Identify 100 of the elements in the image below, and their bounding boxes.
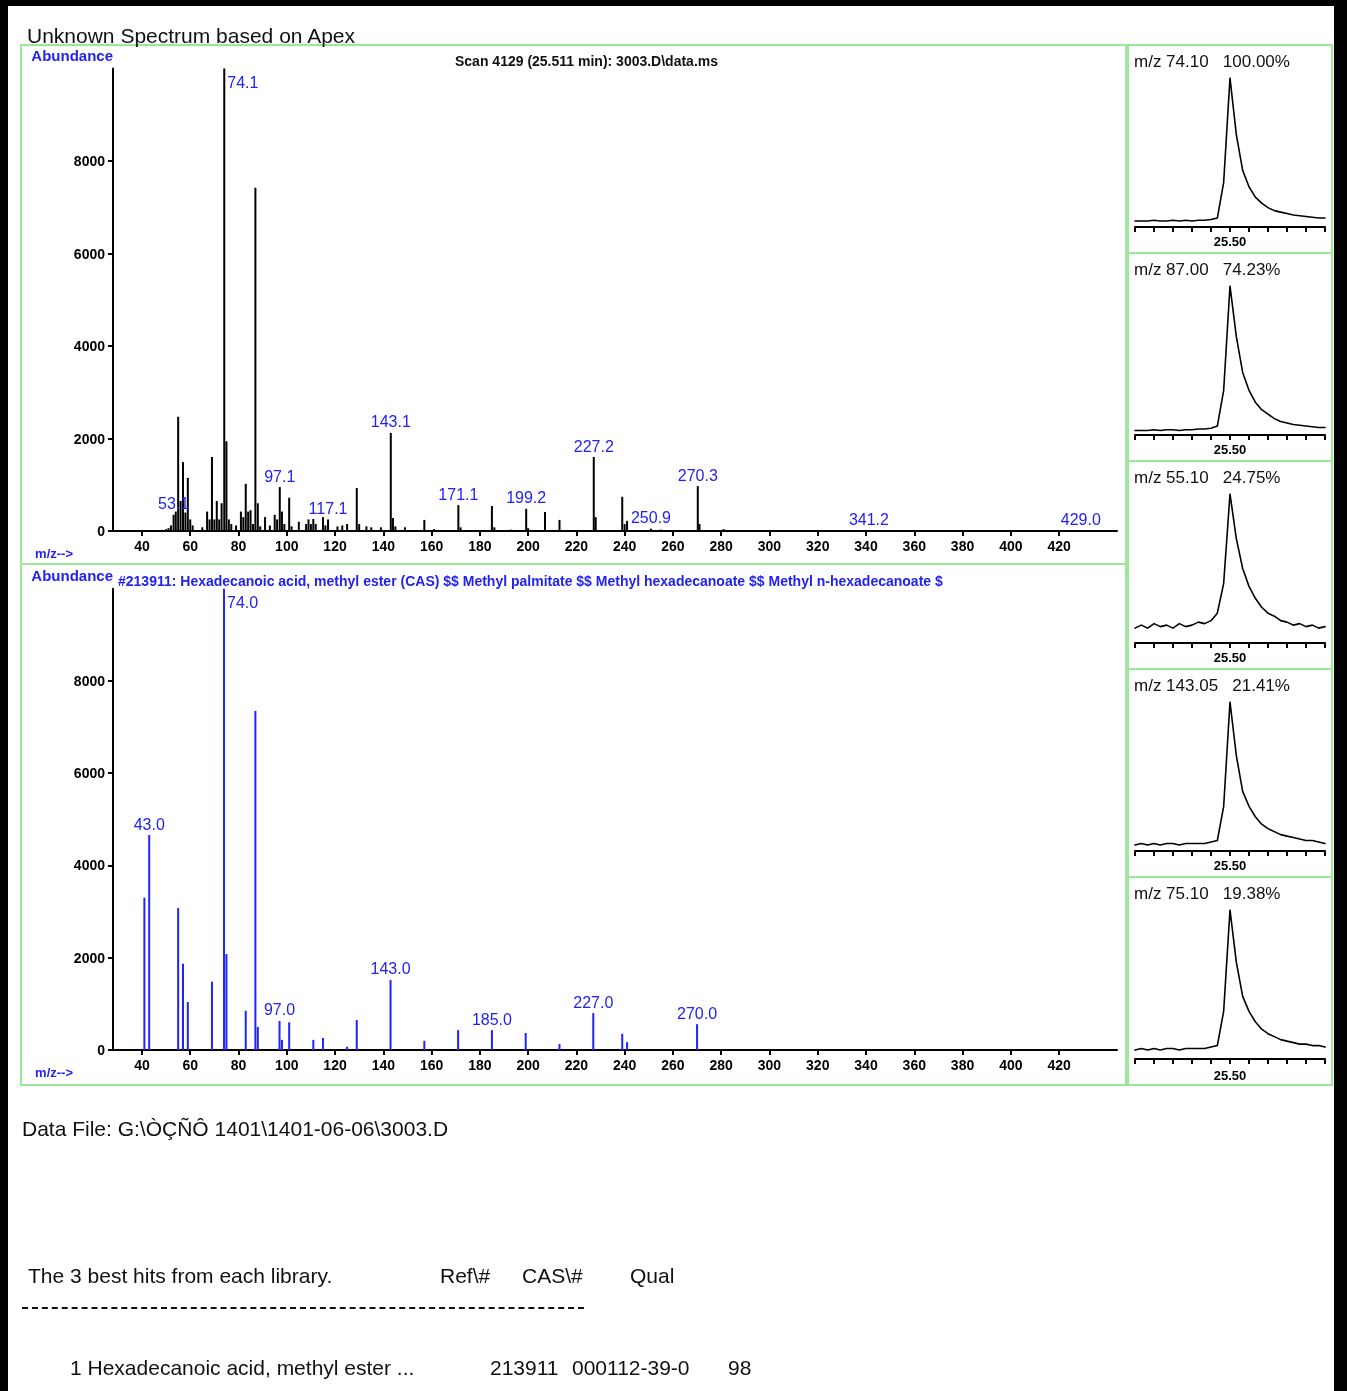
text: 213911 bbox=[490, 1356, 559, 1379]
x-tick-label: 360 bbox=[902, 538, 927, 554]
x-tick-label: 240 bbox=[612, 538, 637, 554]
annotation: 97.1 bbox=[264, 467, 296, 485]
x-tick-label: 140 bbox=[371, 538, 396, 554]
x-tick-label: 80 bbox=[230, 1057, 247, 1073]
x-tick-label: 60 bbox=[182, 1057, 199, 1073]
x-tick-label: 200 bbox=[516, 538, 541, 554]
chart-title: m/z 75.10 19.38% bbox=[1134, 884, 1281, 903]
annotation: 43.0 bbox=[133, 815, 165, 833]
chart-title: m/z 74.10 100.00% bbox=[1134, 52, 1290, 71]
chart-title: #213911: Hexadecanoic acid, methyl ester (CAS) $$ Methyl palmitate $$ Methyl hexadecanoate $$ Methyl n-hexadecanoate $ bbox=[118, 573, 943, 589]
x-tick-label: 300 bbox=[757, 538, 782, 554]
x-tick-label: 220 bbox=[564, 538, 589, 554]
x-tick-label: 320 bbox=[806, 538, 830, 554]
text: 25.50 bbox=[1213, 442, 1247, 457]
x-tick-label: 320 bbox=[806, 1057, 830, 1073]
bar bbox=[143, 897, 146, 1050]
annotation: 227.0 bbox=[573, 993, 614, 1011]
x-tick-label: 120 bbox=[323, 538, 347, 554]
bar bbox=[355, 1020, 358, 1050]
y-tick-label: 0 bbox=[97, 523, 106, 539]
annotation: 199.2 bbox=[506, 489, 547, 507]
y-tick-label: 4000 bbox=[73, 338, 106, 354]
y-tick-label: 2000 bbox=[73, 949, 106, 966]
x-tick-label: 60 bbox=[182, 538, 199, 554]
bar bbox=[490, 1030, 493, 1050]
x-tick-label: 220 bbox=[564, 1057, 589, 1073]
bar bbox=[696, 1024, 699, 1050]
y-axis-title: Abundance bbox=[31, 566, 113, 584]
x-tick-label: 400 bbox=[999, 1057, 1023, 1073]
bar bbox=[177, 907, 180, 1050]
annotation: 429.0 bbox=[1060, 511, 1101, 529]
chart-subtitle: Scan 4129 (25.511 min): 3003.D\data.ms bbox=[455, 53, 719, 69]
x-tick-label: 80 bbox=[230, 538, 247, 554]
x-tick-label: 340 bbox=[854, 538, 878, 554]
x-tick-label: 160 bbox=[419, 1057, 444, 1073]
annotation: 185.0 bbox=[471, 1010, 513, 1028]
x-tick-label: 380 bbox=[950, 538, 975, 554]
bar bbox=[621, 1033, 624, 1050]
x-tick-label: 120 bbox=[323, 1057, 347, 1073]
x-tick-label: 400 bbox=[999, 538, 1023, 554]
x-tick-label: 260 bbox=[661, 1057, 685, 1073]
text: 1 Hexadecanoic acid, methyl ester ... bbox=[70, 1356, 415, 1379]
x-axis-title: m/z--> bbox=[35, 546, 74, 561]
x-tick-label: 420 bbox=[1047, 538, 1071, 554]
y-tick-label: 0 bbox=[97, 1042, 106, 1058]
y-axis-title: Abundance bbox=[31, 46, 113, 64]
x-tick-label: 40 bbox=[134, 1057, 150, 1073]
text: The 3 best hits from each library. bbox=[28, 1264, 333, 1287]
x-tick-label: 280 bbox=[709, 538, 734, 554]
text: 000112-39-0 bbox=[572, 1356, 690, 1379]
x-tick-label: 300 bbox=[757, 1057, 782, 1073]
x-tick-label: 180 bbox=[468, 538, 492, 554]
text: 25.50 bbox=[1213, 1068, 1247, 1083]
x-axis-title: m/z--> bbox=[35, 1065, 74, 1080]
bar bbox=[186, 1002, 189, 1050]
x-tick-label: 200 bbox=[516, 1057, 541, 1073]
x-tick-label: 420 bbox=[1047, 1057, 1071, 1073]
x-tick-label: 160 bbox=[419, 538, 444, 554]
chart-title: m/z 87.00 74.23% bbox=[1134, 260, 1281, 279]
y-tick-label: 6000 bbox=[73, 765, 106, 782]
y-tick-label: 8000 bbox=[73, 153, 106, 169]
bar bbox=[389, 979, 392, 1050]
annotation: 270.0 bbox=[677, 1004, 718, 1022]
y-tick-label: 8000 bbox=[73, 672, 106, 689]
y-tick-label: 4000 bbox=[73, 857, 106, 874]
x-tick-label: 100 bbox=[275, 538, 299, 554]
annotation: 117.1 bbox=[308, 499, 348, 517]
bar bbox=[312, 1039, 315, 1050]
text: CAS\# bbox=[522, 1264, 583, 1287]
text: Data File: G:\ÒÇÑÔ 1401\1401-06-06\3003.D bbox=[22, 1117, 449, 1140]
x-tick-label: 360 bbox=[902, 1057, 927, 1073]
text: Ref\# bbox=[440, 1264, 491, 1287]
chart-title: m/z 143.05 21.41% bbox=[1134, 676, 1290, 695]
x-tick-label: 100 bbox=[275, 1057, 299, 1073]
x-tick-label: 40 bbox=[134, 538, 150, 554]
bar bbox=[346, 1046, 349, 1050]
y-tick-label: 6000 bbox=[73, 245, 106, 262]
bar bbox=[254, 710, 257, 1050]
annotation: 74.1 bbox=[227, 74, 259, 91]
annotation: 171.1 bbox=[438, 485, 479, 503]
x-tick-label: 260 bbox=[661, 538, 685, 554]
annotation: 74.0 bbox=[227, 594, 259, 612]
bar bbox=[321, 1038, 324, 1050]
chart-title: Unknown Spectrum based on Apex bbox=[27, 24, 356, 47]
text: Qual bbox=[630, 1264, 675, 1287]
bar bbox=[148, 835, 151, 1050]
annotation: 341.2 bbox=[848, 510, 890, 528]
annotation: 143.1 bbox=[370, 413, 411, 431]
x-tick-label: 340 bbox=[854, 1057, 878, 1073]
x-tick-label: 380 bbox=[950, 1057, 975, 1073]
bar bbox=[210, 981, 213, 1050]
bar bbox=[423, 1040, 426, 1050]
text: 25.50 bbox=[1213, 858, 1247, 873]
x-tick-label: 280 bbox=[709, 1057, 734, 1073]
y-tick-label: 2000 bbox=[73, 430, 106, 447]
text: 25.50 bbox=[1213, 234, 1247, 249]
text: 98 bbox=[728, 1356, 752, 1379]
bar bbox=[181, 963, 184, 1050]
